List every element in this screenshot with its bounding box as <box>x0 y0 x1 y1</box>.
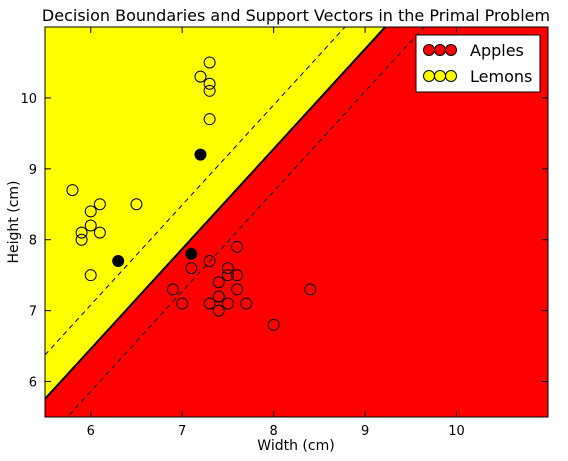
y-tick-label: 7 <box>29 305 37 320</box>
y-tick-label: 9 <box>29 163 37 178</box>
apples-point <box>221 297 234 310</box>
lemons-point <box>194 70 207 83</box>
region-lemons <box>45 27 548 399</box>
apples-point <box>212 290 225 303</box>
apples-point <box>167 283 180 296</box>
plot-frame <box>44 26 549 418</box>
apples-point <box>221 262 234 275</box>
x-tick-label: 8 <box>269 424 277 439</box>
lemons-point <box>203 56 216 69</box>
apples-point <box>185 262 198 275</box>
chart-title: Decision Boundaries and Support Vectors … <box>42 6 550 25</box>
lemons-point <box>93 226 106 239</box>
legend-label-apples: Apples <box>470 41 524 60</box>
support-vector-point <box>185 247 198 260</box>
legend: Apples Lemons <box>415 34 541 93</box>
decision-boundary-line <box>45 27 387 400</box>
apples-point <box>240 297 253 310</box>
apples-point <box>203 255 216 267</box>
x-tick-label: 7 <box>178 424 186 439</box>
legend-marker-lemons <box>423 70 435 82</box>
legend-marker-apples <box>423 44 435 56</box>
lemons-point <box>75 226 88 239</box>
lemons-point <box>93 198 106 211</box>
lemons-point <box>130 198 143 211</box>
apples-point <box>231 269 244 282</box>
y-tick-label: 6 <box>29 376 37 391</box>
legend-marker-apples <box>434 44 446 56</box>
apples-point <box>304 283 317 296</box>
lemons-point <box>203 113 216 126</box>
lemons-point <box>84 219 97 232</box>
lemons-point <box>203 84 216 97</box>
y-tick-label: 8 <box>29 234 37 249</box>
region-apples <box>45 27 548 417</box>
y-tick-label: 10 <box>20 92 37 107</box>
lemons-point <box>75 233 88 246</box>
legend-marker-lemons <box>445 70 457 82</box>
lemons-point <box>66 184 79 197</box>
ticks-layer: 6 7 8 9 10 6 7 8 9 10 <box>20 27 548 439</box>
apples-point <box>221 269 234 282</box>
margin-line-lower <box>66 27 425 417</box>
x-tick-label: 9 <box>361 424 369 439</box>
legend-marker-apples <box>445 44 457 56</box>
legend-box <box>415 34 541 93</box>
apples-point <box>212 304 225 317</box>
x-tick-label: 10 <box>448 424 465 439</box>
apples-point <box>231 283 244 296</box>
support-vector-point <box>112 255 125 267</box>
points-layer <box>66 56 317 331</box>
margin-line-upper <box>45 27 346 356</box>
legend-label-lemons: Lemons <box>470 67 532 86</box>
apples-point <box>231 240 244 253</box>
apples-point <box>267 318 280 331</box>
legend-marker-lemons <box>434 70 446 82</box>
x-axis-label: Width (cm) <box>257 438 334 454</box>
apples-point <box>203 297 216 310</box>
apples-point <box>212 276 225 289</box>
lemons-point <box>203 77 216 90</box>
lemons-point <box>84 269 97 282</box>
support-vector-point <box>194 148 207 161</box>
lemons-point <box>84 205 97 218</box>
apples-point <box>176 297 189 310</box>
plot-area <box>45 27 548 417</box>
x-tick-label: 6 <box>87 424 95 439</box>
y-axis-label: Height (cm) <box>6 181 22 264</box>
